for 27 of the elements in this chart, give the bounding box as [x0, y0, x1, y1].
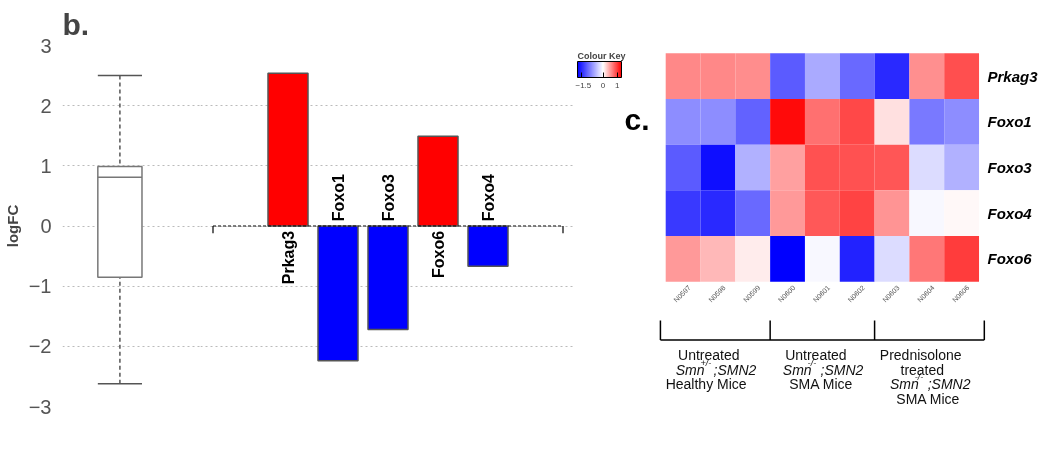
y-tick-label: Foxo3 [987, 159, 1033, 177]
y-tick-label: −1 [28, 275, 52, 298]
text: Untreated Smn+/-;SMN2 Healthy Mice [665, 346, 757, 393]
text: c. [624, 102, 650, 136]
chart-title: b. [62, 7, 90, 41]
color-bar-label: 1 [615, 80, 621, 90]
y-tick-label: Foxo4 [987, 204, 1033, 222]
category-label: Foxo4 [479, 174, 497, 222]
y-tick-label: 3 [40, 34, 52, 57]
color-bar-label: 0 [600, 80, 606, 90]
y-tick-label: −3 [28, 395, 52, 418]
y-axis-title: logFC [3, 204, 21, 248]
y-tick-label: 0 [40, 215, 52, 237]
color-bar-label: −1.5 [575, 80, 592, 90]
y-tick-label: 1 [40, 154, 52, 177]
y-tick-label: Prkag3 [987, 67, 1039, 85]
category-label: Foxo3 [379, 174, 397, 222]
y-tick-label: Foxo1 [987, 113, 1032, 131]
y-tick-label: 2 [40, 94, 52, 117]
y-tick-label: Foxo6 [987, 250, 1033, 268]
text: Prednisolone treated Smn-/-;SMN2 SMA Mice [879, 346, 971, 408]
category-label: Foxo1 [329, 174, 347, 222]
text: Untreated Smn-/-;SMN2 SMA Mice [782, 346, 864, 393]
y-tick-label: −2 [28, 335, 52, 358]
category-label: Prkag3 [279, 230, 297, 285]
category-label: Foxo6 [429, 230, 447, 278]
color-bar-title: Colour Key [577, 50, 626, 61]
